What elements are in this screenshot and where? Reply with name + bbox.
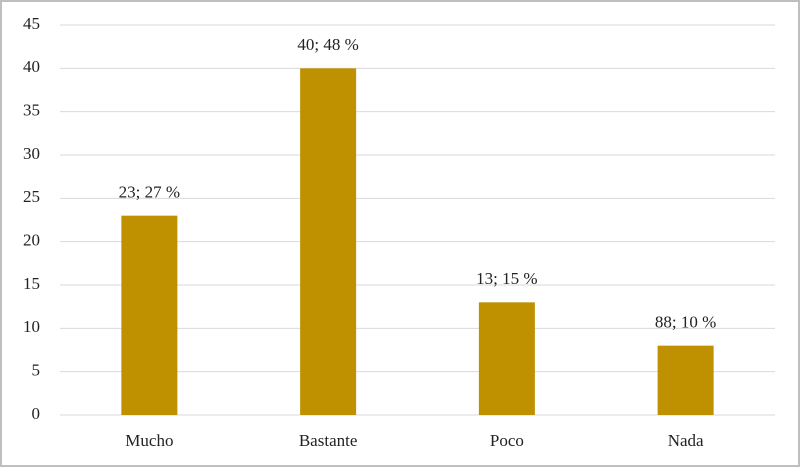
y-tick-label: 10 [23, 317, 40, 336]
x-tick-label: Bastante [299, 431, 358, 450]
data-label: 23; 27 % [119, 183, 180, 202]
bar [300, 68, 357, 415]
data-label: 13; 15 % [476, 269, 537, 288]
bar [657, 345, 714, 415]
x-tick-label: Poco [490, 431, 524, 450]
y-tick-label: 35 [23, 101, 40, 120]
y-tick-label: 15 [23, 274, 40, 293]
y-tick-label: 30 [23, 144, 40, 163]
data-label: 88; 10 % [655, 313, 716, 332]
x-tick-label: Mucho [125, 431, 173, 450]
x-tick-label: Nada [668, 431, 704, 450]
y-tick-label: 5 [32, 361, 41, 380]
data-label: 40; 48 % [297, 35, 358, 54]
bar [478, 302, 535, 415]
y-tick-label: 45 [23, 14, 40, 33]
y-tick-label: 40 [23, 57, 40, 76]
y-tick-label: 0 [32, 404, 41, 423]
y-tick-label: 20 [23, 231, 40, 250]
y-tick-label: 25 [23, 187, 40, 206]
bar [121, 215, 178, 415]
